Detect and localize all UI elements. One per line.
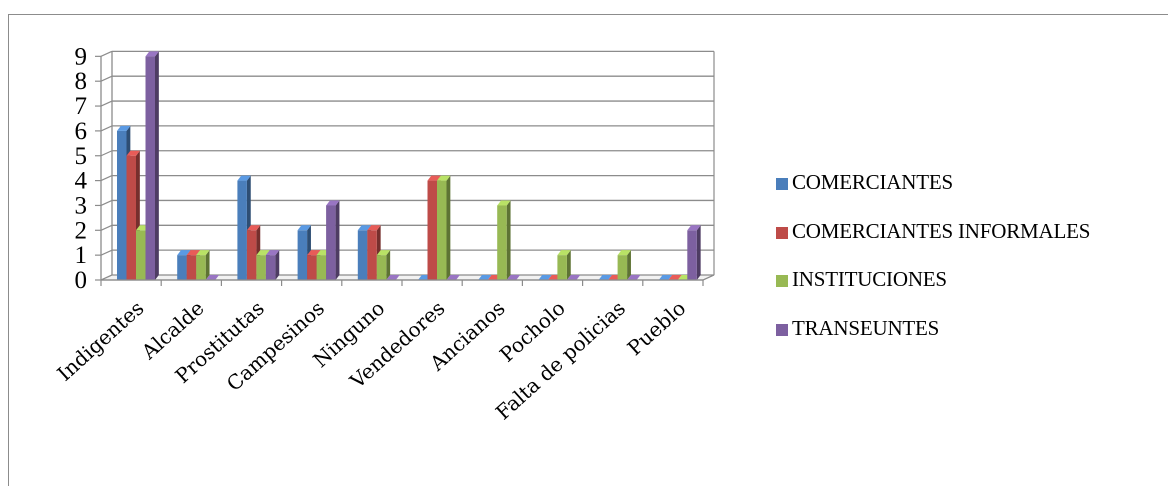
legend-label: COMERCIANTES — [792, 170, 953, 194]
bar — [196, 250, 210, 280]
y-tick-label: 6 — [75, 118, 88, 145]
wall-gridline — [100, 274, 113, 281]
wall-gridline — [100, 224, 113, 231]
bar — [627, 275, 641, 280]
legend-item-comerciantes-informales: COMERCIANTES INFORMALES — [776, 219, 1090, 268]
y-tick-label: 7 — [75, 93, 88, 120]
bar — [326, 200, 340, 280]
bar — [506, 275, 521, 280]
legend-label: INSTITUCIONES — [792, 267, 947, 291]
bar — [658, 275, 673, 280]
wall-gridline — [100, 150, 113, 157]
chart-frame — [8, 14, 1168, 486]
bar — [668, 275, 682, 280]
bar — [687, 225, 701, 280]
legend-item-instituciones: INSTITUCIONES — [776, 267, 1090, 316]
legend-swatch — [776, 178, 788, 190]
wall-gridline — [100, 125, 113, 132]
y-tick-label: 5 — [75, 143, 88, 170]
bar — [145, 51, 159, 280]
legend-swatch — [776, 275, 788, 287]
bar — [566, 275, 581, 280]
legend-swatch — [776, 226, 788, 239]
x-tick-label: Indigentes — [52, 296, 148, 386]
y-tick-label: 4 — [75, 168, 88, 195]
legend-item-comerciantes: COMERCIANTES — [776, 170, 1090, 219]
bar — [497, 200, 511, 280]
bar — [446, 275, 460, 280]
legend-swatch — [776, 323, 788, 336]
legend-label: COMERCIANTES INFORMALES — [792, 218, 1091, 243]
bar — [557, 250, 571, 280]
wall-gridline — [100, 175, 113, 182]
bar — [617, 250, 631, 280]
bar — [598, 275, 612, 280]
bar — [265, 250, 280, 280]
bar — [205, 275, 220, 280]
y-tick-label: 2 — [75, 217, 88, 244]
y-tick-label: 8 — [75, 68, 88, 95]
wall-gridline — [100, 50, 113, 57]
bar — [437, 175, 451, 280]
wall-gridline — [100, 100, 113, 107]
floor-edge — [702, 274, 715, 281]
bar — [376, 250, 391, 280]
bar — [478, 275, 492, 280]
y-tick-label: 1 — [75, 242, 88, 269]
legend: COMERCIANTES COMERCIANTES INFORMALES INS… — [776, 170, 1090, 364]
x-tick-label: Pueblo — [623, 296, 691, 360]
legend-item-transeuntes: TRANSEUNTES — [776, 316, 1090, 365]
y-tick-label: 9 — [75, 43, 88, 70]
bar — [386, 275, 400, 280]
legend-label: TRANSEUNTES — [792, 315, 940, 340]
bar — [538, 275, 552, 280]
wall-gridline — [100, 199, 113, 206]
y-tick-label: 3 — [75, 192, 88, 219]
wall-gridline — [100, 75, 113, 82]
wall-gridline — [100, 249, 113, 256]
y-tick-label: 0 — [75, 267, 88, 294]
